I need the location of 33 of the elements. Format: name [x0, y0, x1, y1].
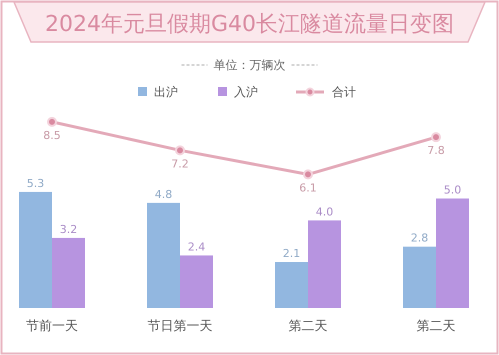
point [47, 116, 57, 127]
chart-title: 2024年元旦假期G40长江隧道流量日变图 [44, 12, 454, 37]
data-label: 7.2 [171, 157, 189, 170]
x-tick-label: 第二天 [288, 319, 328, 334]
bar [275, 262, 308, 308]
bar [147, 202, 180, 308]
x-tick-label: 节日第一天 [148, 319, 212, 334]
legend-label: 合计 [332, 85, 356, 99]
bar [308, 220, 341, 308]
bar [52, 238, 85, 308]
point [175, 145, 185, 156]
bar [436, 198, 469, 308]
data-label: 7.8 [427, 144, 445, 158]
legend-label: 出沪 [154, 85, 178, 99]
bar [403, 246, 436, 308]
data-label: 2.8 [410, 232, 428, 245]
data-label: 4.0 [316, 205, 334, 218]
x-tick-label: 节前一天 [26, 319, 78, 334]
data-label: 8.5 [43, 128, 61, 142]
data-label: 3.2 [60, 222, 78, 236]
legend-label: 入沪 [234, 85, 258, 99]
bar [180, 255, 213, 308]
data-label: 6.1 [299, 181, 317, 194]
data-label: 2.1 [282, 247, 300, 260]
x-tick-label: 第二天 [416, 319, 456, 334]
point [303, 169, 313, 180]
data-label: 2.4 [188, 240, 206, 254]
point [431, 132, 441, 142]
data-label: 4.8 [154, 188, 172, 201]
bar [19, 192, 52, 308]
data-label: 5.0 [444, 184, 462, 196]
chart-subtitle: 单位：万辆次 [214, 58, 286, 72]
data-label: 5.3 [26, 176, 44, 190]
